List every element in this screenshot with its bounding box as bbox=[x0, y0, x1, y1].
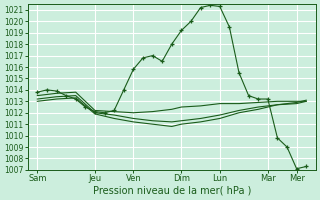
X-axis label: Pression niveau de la mer( hPa ): Pression niveau de la mer( hPa ) bbox=[92, 186, 251, 196]
